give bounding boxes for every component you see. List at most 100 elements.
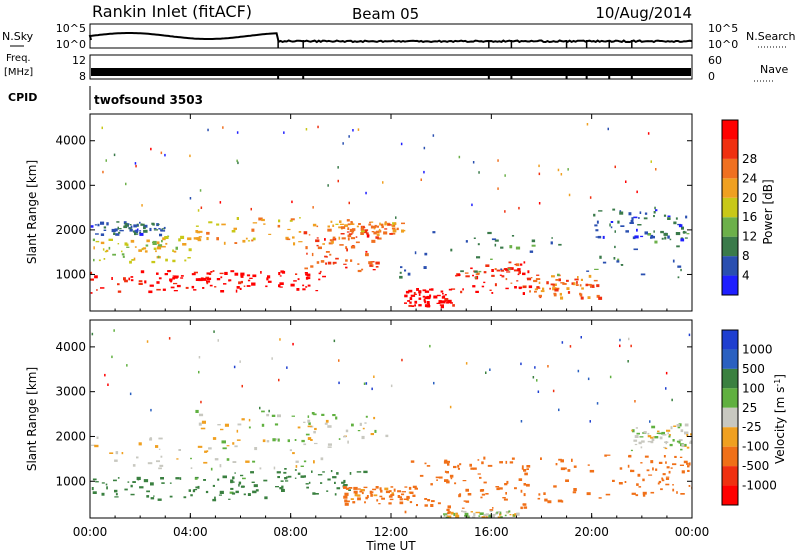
data-cell (599, 255, 602, 259)
data-cell (650, 436, 653, 439)
data-cell (550, 241, 553, 245)
velocity-colorbar: 1000 500 100 25 -25 -100 -500 -1000 Velocity [m… (721, 329, 787, 506)
data-cell (672, 488, 675, 492)
data-cell (373, 231, 377, 235)
data-cell (504, 483, 508, 486)
data-cell (653, 211, 656, 214)
data-cell (515, 246, 521, 250)
data-cell (299, 217, 301, 219)
data-cell (317, 125, 319, 129)
data-cell (315, 239, 320, 243)
y-tick-label: 3000 (55, 178, 86, 192)
data-cell (629, 222, 634, 224)
data-cell (558, 408, 560, 412)
data-cell (652, 235, 655, 239)
data-cell (373, 494, 378, 497)
data-cell (146, 490, 150, 493)
data-cell (153, 247, 157, 250)
data-cell (527, 277, 532, 281)
data-cell (350, 223, 355, 225)
data-cell (357, 430, 361, 432)
data-cell (130, 276, 134, 278)
data-cell (557, 273, 560, 277)
data-cell (279, 338, 281, 341)
data-cell (404, 302, 407, 304)
data-cell (311, 470, 313, 473)
data-cell (426, 465, 431, 467)
data-cell (618, 482, 623, 485)
data-cell (436, 479, 438, 481)
data-cell (312, 206, 314, 209)
data-cell (188, 489, 191, 492)
data-cell (364, 422, 367, 424)
data-cell (196, 237, 201, 240)
data-cell (150, 497, 155, 500)
data-cell (568, 193, 571, 197)
data-cell (518, 478, 523, 481)
data-cell (535, 280, 537, 282)
data-cell (609, 375, 612, 379)
data-cell (675, 232, 681, 236)
data-cell (579, 293, 583, 297)
scatter-region (630, 423, 692, 452)
data-cell (401, 493, 405, 496)
data-cell (305, 433, 310, 436)
data-cell (665, 476, 670, 478)
data-cell (634, 400, 636, 403)
data-cell (314, 427, 317, 431)
data-cell (438, 302, 443, 304)
data-cell (143, 229, 148, 233)
data-cell (684, 423, 689, 427)
data-cell (443, 513, 448, 515)
data-cell (312, 492, 316, 495)
scatter-region (303, 230, 382, 273)
data-cell (424, 290, 430, 293)
data-cell (377, 237, 382, 240)
data-cell (350, 259, 353, 262)
data-cell (240, 275, 244, 278)
data-cell (101, 482, 105, 484)
colorbar-tick-label: -100 (742, 440, 769, 454)
data-cell (500, 269, 505, 272)
colorbar-segment (722, 178, 738, 198)
data-cell (406, 496, 410, 499)
data-cell (366, 495, 369, 499)
data-cell (167, 270, 171, 273)
data-cell (520, 506, 523, 510)
data-cell (650, 441, 654, 444)
data-cell (416, 504, 418, 507)
data-cell (292, 452, 295, 455)
data-cell (240, 474, 244, 477)
data-cell (649, 420, 651, 423)
data-cell (265, 285, 268, 288)
data-cell (173, 290, 178, 292)
data-cell (322, 275, 326, 278)
scatter-region (593, 208, 692, 242)
data-cell (619, 344, 621, 348)
data-cell (155, 250, 157, 253)
data-cell (302, 284, 305, 287)
data-cell (508, 261, 512, 264)
data-cell (552, 283, 556, 287)
data-cell (195, 225, 199, 227)
data-cell (401, 229, 404, 233)
data-cell (90, 271, 93, 275)
data-cell (335, 257, 339, 260)
data-cell (515, 263, 520, 267)
data-cell (338, 226, 342, 229)
data-cell (665, 387, 667, 390)
data-cell (294, 469, 297, 471)
nsky-panel: N.Sky 10^5 10^0 10^5 10^0 N.Search (2, 22, 796, 51)
data-cell (160, 151, 163, 155)
data-cell (438, 300, 442, 303)
data-cell (197, 209, 200, 212)
data-cell (184, 259, 187, 262)
data-cell (340, 226, 346, 229)
data-cell (355, 241, 360, 244)
data-cell (595, 229, 599, 232)
data-cell (552, 287, 557, 291)
data-cell (588, 274, 592, 278)
data-cell (507, 268, 511, 271)
data-cell (280, 480, 284, 482)
data-cell (334, 481, 336, 484)
